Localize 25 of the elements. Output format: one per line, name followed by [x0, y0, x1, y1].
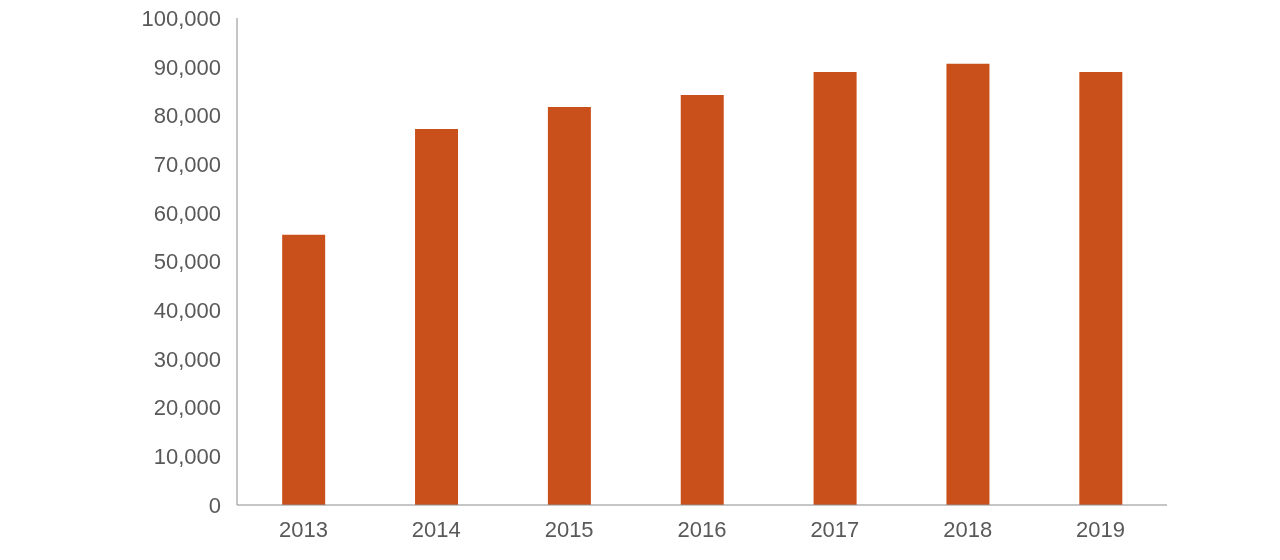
- y-tick-label: 40,000: [153, 298, 221, 324]
- x-tick-label: 2018: [943, 516, 993, 542]
- bar: [547, 107, 591, 505]
- y-tick-label: 10,000: [153, 444, 221, 470]
- y-tick-label: 60,000: [153, 200, 221, 226]
- x-tick-label: 2015: [544, 516, 594, 542]
- y-tick-label: 0: [208, 492, 221, 518]
- bar: [680, 94, 724, 505]
- x-tick-label: 2016: [677, 516, 727, 542]
- bar: [813, 72, 857, 505]
- x-tick-label: 2013: [278, 516, 328, 542]
- x-tick-label: 2014: [411, 516, 461, 542]
- y-tick-label: 70,000: [153, 151, 221, 177]
- bar: [415, 129, 459, 505]
- y-tick-label: 30,000: [153, 346, 221, 372]
- y-tick-label: 100,000: [141, 5, 221, 31]
- bar: [282, 234, 326, 505]
- x-tick-label: 2017: [810, 516, 860, 542]
- y-tick-label: 20,000: [153, 395, 221, 421]
- y-tick-label: 50,000: [153, 249, 221, 275]
- y-tick-label: 90,000: [153, 54, 221, 80]
- y-tick-label: 80,000: [153, 103, 221, 129]
- x-tick-label: 2019: [1076, 516, 1126, 542]
- bar: [946, 63, 990, 505]
- bar: [1079, 72, 1123, 505]
